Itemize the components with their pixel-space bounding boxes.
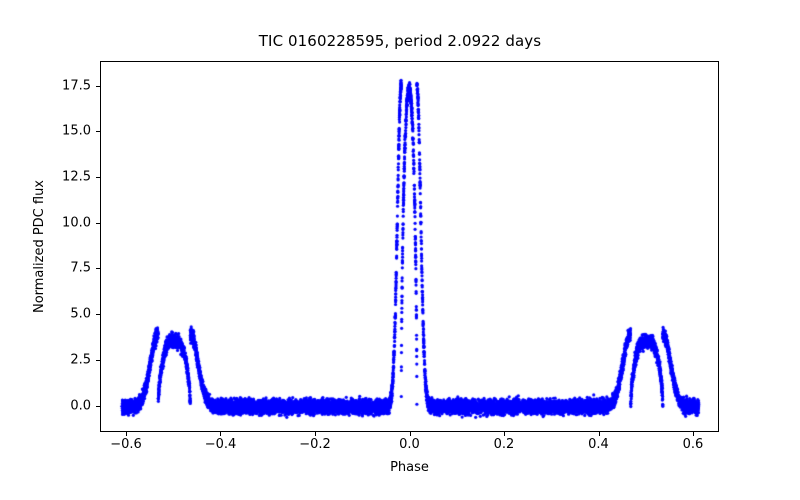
y-tick-mark bbox=[96, 177, 100, 179]
y-tick-label: 7.5 bbox=[70, 260, 91, 276]
x-tick-label: 0.2 bbox=[493, 437, 515, 452]
y-tick-mark bbox=[96, 314, 100, 316]
x-tick-mark bbox=[314, 432, 316, 436]
scatter-plot-data-area bbox=[101, 62, 720, 433]
x-tick-label: 0.4 bbox=[588, 437, 609, 452]
x-tick-mark bbox=[125, 432, 127, 436]
x-tick-mark bbox=[504, 432, 505, 436]
x-tick-mark bbox=[220, 432, 222, 436]
x-tick-mark bbox=[598, 432, 600, 436]
y-tick-mark bbox=[96, 268, 100, 270]
y-tick-label: 0.0 bbox=[70, 398, 91, 413]
y-tick-label: 15.0 bbox=[62, 123, 91, 139]
x-tick-mark bbox=[409, 432, 411, 436]
x-tick-label: 0.6 bbox=[682, 437, 704, 452]
y-tick-label: 12.5 bbox=[62, 169, 91, 185]
x-tick-label: −0.2 bbox=[299, 437, 331, 452]
x-tick-label: 0.0 bbox=[399, 437, 420, 452]
y-tick-mark bbox=[96, 359, 100, 361]
x-tick-mark bbox=[693, 432, 694, 436]
y-axis-label: Normalized PDC flux bbox=[32, 179, 47, 314]
x-axis-label: Phase bbox=[390, 460, 429, 475]
plot-axes-frame bbox=[100, 61, 720, 433]
chart-title: TIC 0160228595, period 2.0922 days bbox=[258, 32, 542, 50]
y-tick-label: 2.5 bbox=[70, 352, 91, 368]
y-tick-mark bbox=[96, 131, 100, 133]
y-tick-mark bbox=[96, 405, 100, 407]
y-tick-label: 5.0 bbox=[70, 306, 91, 322]
y-tick-label: 17.5 bbox=[62, 78, 91, 94]
y-tick-label: 10.0 bbox=[62, 215, 91, 231]
y-tick-mark bbox=[96, 222, 100, 224]
x-tick-label: −0.6 bbox=[110, 437, 142, 452]
y-tick-mark bbox=[96, 85, 100, 87]
x-tick-label: −0.4 bbox=[204, 437, 237, 452]
